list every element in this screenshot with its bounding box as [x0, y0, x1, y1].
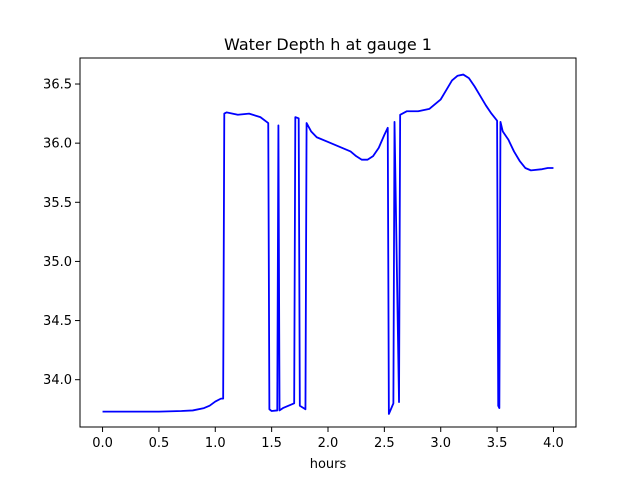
y-tick-label: 36.0 [43, 137, 72, 152]
x-axis: 0.0 0.5 1.0 1.5 2.0 2.5 3.0 3.5 4.0 [92, 427, 564, 451]
x-tick-label: 3.0 [430, 436, 451, 451]
x-tick-label: 1.0 [205, 436, 226, 451]
y-tick-label: 36.5 [43, 78, 72, 93]
x-tick-label: 0.0 [92, 436, 113, 451]
y-tick-label: 34.5 [43, 314, 72, 329]
y-tick-label: 35.5 [43, 196, 72, 211]
x-tick-label: 0.5 [149, 436, 170, 451]
x-tick-label: 1.5 [261, 436, 282, 451]
y-tick-label: 34.0 [43, 373, 72, 388]
x-tick-label: 2.5 [374, 436, 395, 451]
x-tick-label: 3.5 [487, 436, 508, 451]
series-line [102, 73, 554, 415]
x-tick-label: 2.0 [318, 436, 339, 451]
plot-frame [79, 57, 577, 428]
x-tick-label: 4.0 [543, 436, 564, 451]
y-tick-label: 35.0 [43, 255, 72, 270]
chart-title: Water Depth h at gauge 1 [224, 35, 432, 54]
y-axis: 34.0 34.5 35.0 35.5 36.0 36.5 [43, 78, 80, 388]
x-axis-label: hours [310, 457, 347, 472]
plot-series [102, 73, 554, 415]
